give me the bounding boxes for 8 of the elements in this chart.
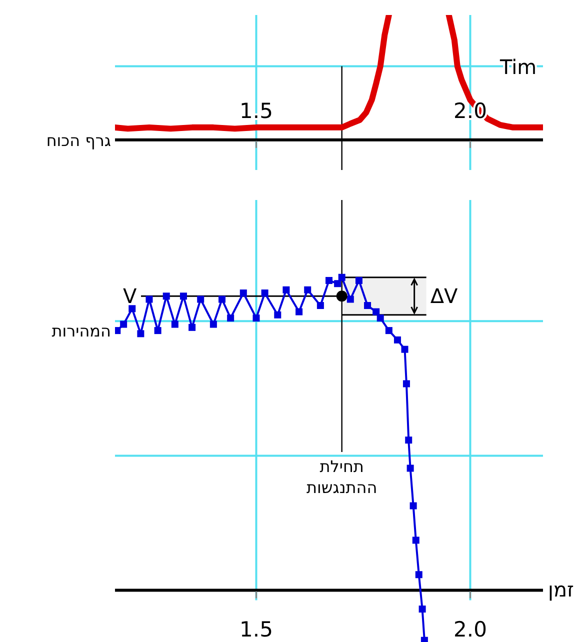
x-axis-title: זמן <box>548 577 574 602</box>
y-axis-title: המהירות <box>52 322 111 341</box>
ref-line-label: V <box>123 284 137 308</box>
y-axis-title: גרף הכוח <box>46 130 112 150</box>
x-tick-label: 2.0 <box>454 617 487 642</box>
x-tick-label: 1.5 <box>240 617 273 642</box>
ref-line-label: תחילת ההתנגשות <box>306 456 378 497</box>
band-label: ΔV <box>430 284 458 308</box>
